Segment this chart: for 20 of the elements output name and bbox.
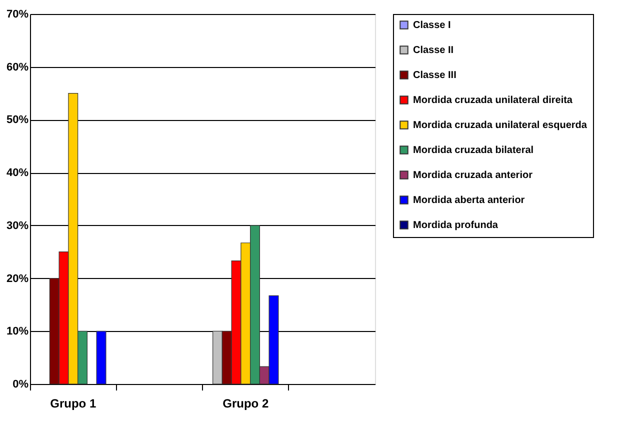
legend-label: Mordida cruzada unilateral esquerda: [413, 120, 588, 131]
legend-label: Classe I: [413, 20, 452, 31]
x-tick-label: Grupo 1: [50, 396, 96, 410]
y-tick-label: 60%: [6, 61, 29, 74]
y-tick-label: 10%: [6, 326, 29, 338]
y-tick-label: 70%: [6, 8, 29, 20]
legend-label: Classe III: [413, 70, 457, 81]
legend-label: Classe II: [413, 45, 454, 56]
y-tick-label: 0%: [12, 378, 29, 390]
y-tick-label: 50%: [6, 114, 29, 126]
bar: [96, 330, 106, 384]
legend-label: Mordida cruzada anterior: [413, 170, 533, 181]
legend-label: Mordida cruzada unilateral direita: [413, 95, 573, 106]
legend-label: Mordida cruzada bilateral: [413, 145, 534, 156]
x-tick-label: Grupo 2: [222, 396, 269, 410]
y-tick-label: 30%: [6, 220, 29, 232]
legend-label: Mordida aberta anterior: [413, 195, 525, 206]
legend-label: Mordida profunda: [413, 220, 498, 231]
y-tick-label: 40%: [6, 167, 29, 180]
y-tick-label: 20%: [6, 272, 29, 285]
